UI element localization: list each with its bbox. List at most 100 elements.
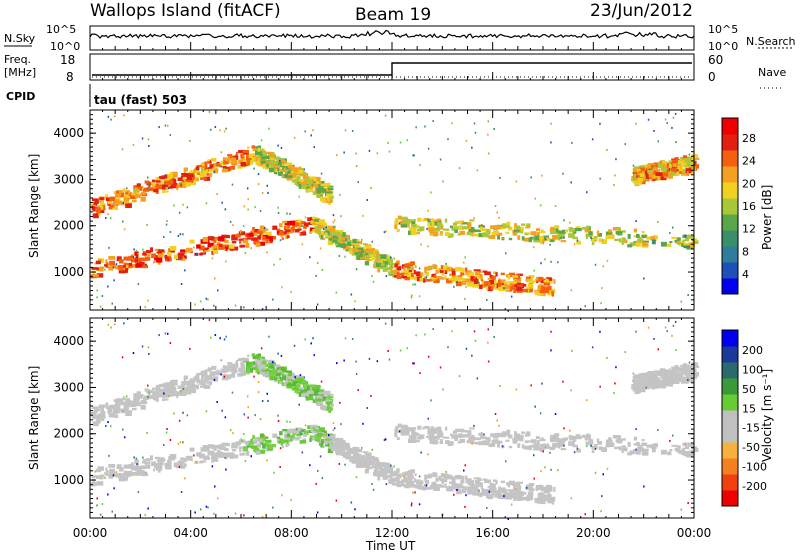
velocity-cell <box>411 428 416 434</box>
power-cell <box>501 237 504 240</box>
velocity-cell <box>140 470 143 475</box>
power-cell <box>222 157 227 160</box>
power-cell <box>434 274 437 278</box>
power-cell <box>411 220 416 226</box>
power-cell <box>123 197 128 203</box>
velocity-cell <box>635 428 637 431</box>
power-cell <box>683 245 690 249</box>
velocity-cell <box>631 384 635 387</box>
velocity-cell <box>454 434 459 437</box>
power-cell <box>217 289 219 292</box>
velocity-cell <box>366 407 368 409</box>
velocity-cell <box>507 482 511 488</box>
power-cell <box>635 242 641 247</box>
power-cell <box>350 248 357 253</box>
velocity-cell <box>541 382 543 385</box>
colorbar-tick-label: 15 <box>742 402 756 415</box>
power-cell <box>252 153 257 157</box>
velocity-cell <box>278 374 281 379</box>
power-cell <box>356 240 359 243</box>
power-cell <box>147 176 149 179</box>
velocity-cell <box>526 433 530 437</box>
power-cell <box>142 248 144 251</box>
velocity-cell <box>686 455 693 458</box>
velocity-cell <box>200 460 206 463</box>
power-cell <box>94 262 96 265</box>
power-cell <box>242 149 249 153</box>
velocity-cell <box>586 433 590 437</box>
velocity-cell <box>281 494 283 497</box>
velocity-cell <box>511 483 518 486</box>
velocity-cell <box>213 447 217 451</box>
power-cell <box>202 237 209 242</box>
velocity-cell <box>591 449 595 454</box>
colorbar-swatch <box>722 262 738 279</box>
power-cell <box>591 241 595 246</box>
velocity-cell <box>388 358 391 361</box>
power-cell <box>136 183 141 187</box>
power-cell <box>631 178 637 182</box>
power-cell <box>115 193 122 197</box>
power-cell <box>250 230 253 234</box>
velocity-cell <box>340 451 346 456</box>
power-cell <box>107 213 109 216</box>
power-cell <box>446 278 452 284</box>
power-cell <box>635 220 637 223</box>
velocity-cell <box>276 372 281 377</box>
time-tick-label: 00:00 <box>73 526 108 540</box>
power-cell <box>510 295 513 298</box>
power-cell <box>671 168 676 172</box>
velocity-cell <box>279 381 283 384</box>
power-cell <box>315 221 320 224</box>
colorbar-swatch <box>722 362 738 379</box>
power-cell <box>410 296 413 299</box>
power-cell <box>540 279 545 284</box>
velocity-cell <box>318 392 322 395</box>
velocity-cell <box>539 497 547 502</box>
velocity-cell <box>257 355 261 360</box>
velocity-cell <box>294 390 299 394</box>
velocity-cell <box>372 488 375 491</box>
velocity-cell <box>471 354 473 357</box>
velocity-cell <box>525 486 528 489</box>
power-cell <box>687 294 689 296</box>
power-cell <box>101 199 104 205</box>
velocity-cell <box>215 371 221 375</box>
power-cell <box>674 171 680 176</box>
power-cell <box>614 238 620 242</box>
power-cell <box>108 201 113 205</box>
velocity-cell <box>108 464 116 468</box>
velocity-cell <box>586 445 588 448</box>
power-cell <box>133 185 138 190</box>
velocity-cell <box>357 448 363 453</box>
power-cell <box>470 276 474 281</box>
power-cell <box>635 240 637 243</box>
power-cell <box>329 235 333 238</box>
power-cell <box>416 229 422 232</box>
power-cell <box>298 195 300 198</box>
power-cell <box>514 284 518 287</box>
power-cell <box>321 188 327 193</box>
power-cell <box>181 173 189 175</box>
velocity-cell <box>550 439 557 443</box>
power-cell <box>394 269 399 274</box>
velocity-cell <box>201 376 204 381</box>
power-cell <box>279 173 283 176</box>
velocity-cell <box>500 434 506 438</box>
power-cell <box>286 235 290 239</box>
velocity-cell <box>259 449 266 454</box>
velocity-cell <box>124 476 128 481</box>
power-cell <box>443 265 449 271</box>
power-cell <box>281 230 284 235</box>
velocity-cell <box>617 435 621 440</box>
velocity-cell <box>612 435 620 439</box>
velocity-cell <box>550 349 552 352</box>
velocity-cell <box>332 439 336 442</box>
power-cell <box>671 159 678 163</box>
power-cell <box>414 265 417 268</box>
velocity-cell <box>281 445 284 448</box>
velocity-cell <box>680 508 683 511</box>
velocity-cell <box>320 442 324 448</box>
velocity-cell <box>410 504 413 507</box>
velocity-cell <box>240 370 243 375</box>
